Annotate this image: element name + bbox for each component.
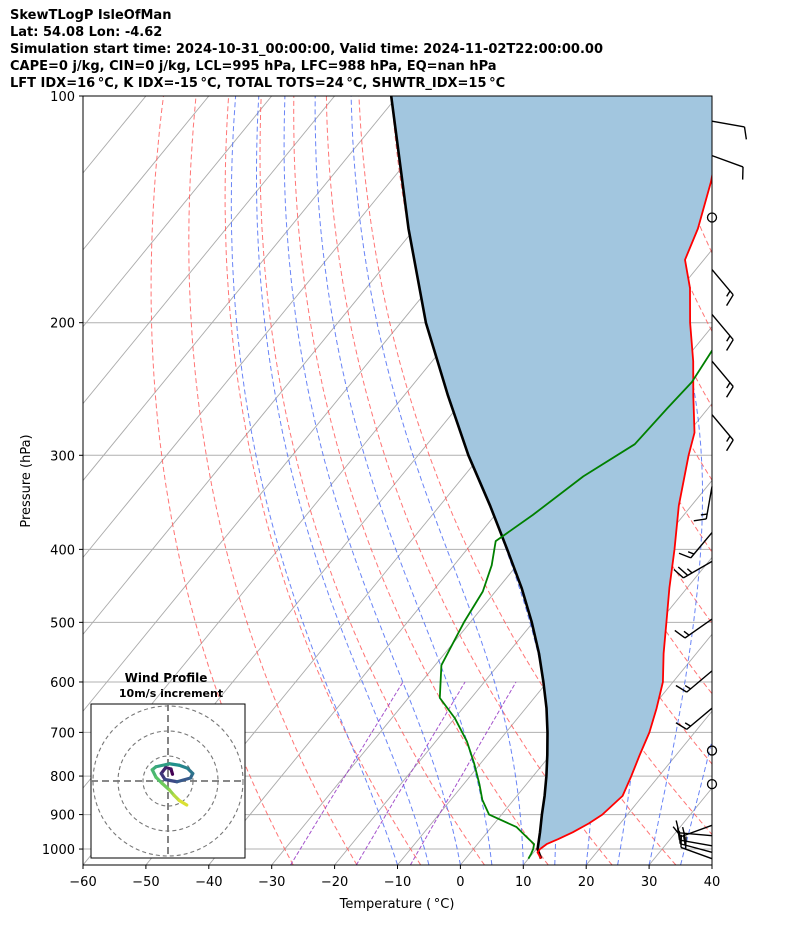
dry-adiabat [293,96,549,865]
y-tick-label: 300 [50,449,75,464]
wind-barb [675,670,713,693]
index-line: LFT IDX=16 °C, K IDX=-15 °C, TOTAL TOTS=… [10,76,506,91]
wind-barb [693,486,713,522]
y-tick-label: 900 [50,809,75,824]
x-tick-label: 30 [641,875,658,890]
x-tick-label: −30 [258,875,285,890]
dry-adiabat [150,96,294,865]
isotherm-line [711,864,712,865]
y-tick-label: 700 [50,726,75,741]
isotherm-line [83,96,84,97]
moist-adiabat [256,96,430,865]
moist-adiabat [283,96,461,865]
dry-adiabat [188,96,358,865]
wind-barb [706,778,718,790]
x-tick-label: −40 [195,875,222,890]
hodograph-trace [175,776,193,784]
moist-adiabat [350,96,524,865]
x-tick-label: 20 [578,875,595,890]
x-tick-label: −10 [384,875,411,890]
cape-line: CAPE=0 j/kg, CIN=0 j/kg, LCL=995 hPa, LF… [10,59,497,74]
dewpoint-profile-line [438,348,712,860]
isotherm-line [83,96,398,482]
hodograph-trace [163,777,179,784]
wind-barb [680,834,713,860]
chart-title: SkewTLogP IsleOfMan [10,8,172,23]
isotherm-line [83,96,273,328]
dry-adiabat [717,96,794,865]
isotherm-line [585,710,712,865]
moist-adiabat [230,96,398,865]
y-tick-label: 800 [50,770,75,785]
x-tick-label: 40 [704,875,721,890]
y-tick-label: 1000 [42,843,75,858]
isotherm-line [83,96,461,559]
moist-adiabat [611,96,703,865]
wind-barb [711,414,734,452]
wind-barb [675,707,713,730]
isotherm-line [397,479,712,865]
y-tick-label: 600 [50,676,75,691]
wind-barb [711,313,734,351]
x-tick-label: 10 [515,875,532,890]
y-tick-label: 200 [50,317,75,332]
wind-barb [678,532,713,559]
temperature-profile-line [536,171,712,860]
location-line: Lat: 54.08 Lon: -4.62 [10,25,163,40]
parcel-profile-line [389,96,549,860]
mixing-ratio-line [355,681,466,865]
mixing-ratio-line [290,681,404,865]
wind-barb [711,269,734,306]
y-tick-label: 400 [50,543,75,558]
isotherm-line [83,96,335,405]
wind-barb [711,120,748,140]
y-tick-label: 100 [50,90,75,105]
x-tick-label: −60 [69,875,96,890]
dry-adiabat [750,96,794,865]
wind-barb [675,820,713,837]
time-line: Simulation start time: 2024-10-31_00:00:… [10,42,603,57]
parcel-area-fill [391,96,712,859]
hodograph-trace [167,762,181,767]
y-axis-label: Pressure (hPa) [19,434,34,527]
wind-barb [674,618,713,639]
hodograph-title: Wind Profile [125,671,208,685]
wind-barb [711,360,734,398]
hodograph-trace [177,798,189,807]
hodograph-trace [160,781,172,792]
x-tick-label: −20 [321,875,348,890]
isotherm-line [83,96,210,251]
hodograph-trace [154,762,172,769]
y-tick-label: 500 [50,616,75,631]
chart-header: SkewTLogP IsleOfMan Lat: 54.08 Lon: -4.6… [10,7,603,92]
x-tick-label: 0 [456,875,464,890]
dry-adiabat [783,96,794,865]
wind-barb [672,824,713,838]
dry-adiabat [224,96,422,865]
x-axis-label: Temperature ( °C) [339,897,455,912]
wind-barb [711,154,744,180]
dry-adiabat [358,96,677,865]
x-tick-label: −50 [132,875,159,890]
wind-barb [706,745,718,756]
mixing-ratio-line [409,681,517,865]
dry-adiabat [259,96,485,865]
hodograph-subtitle: 10m/s increment [119,687,223,700]
wind-barb [673,560,713,579]
wind-barb [706,212,718,223]
